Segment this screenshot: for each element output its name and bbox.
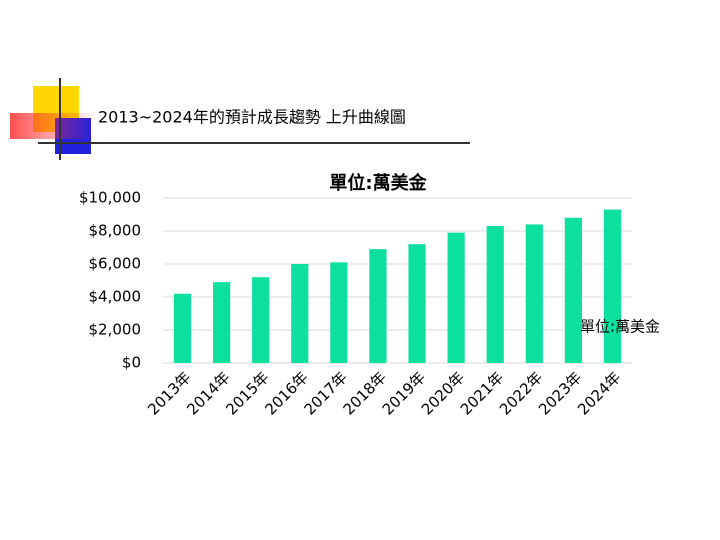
bar [291, 264, 309, 363]
bar [603, 209, 622, 363]
x-tick-label: 2016年 [261, 368, 311, 418]
x-tick-label: 2023年 [535, 368, 585, 418]
x-tick-label: 2015年 [222, 368, 272, 418]
bar [447, 232, 465, 363]
x-tick-label: 2017年 [301, 368, 351, 418]
x-tick-label: 2020年 [418, 368, 468, 418]
x-tick-label: 2013年 [144, 368, 194, 418]
bar [369, 249, 387, 363]
bar [486, 226, 504, 363]
bar [213, 282, 231, 363]
slide-title: 2013~2024年的預計成長趨勢 上升曲線圖 [98, 108, 406, 127]
y-tick-label: $6,000 [89, 255, 142, 273]
y-tick-label: $10,000 [79, 189, 141, 207]
y-tick-label: $8,000 [89, 222, 142, 240]
chart-title: 單位:萬美金 [329, 172, 427, 194]
x-tick-label: 2022年 [496, 368, 546, 418]
x-tick-label: 2014年 [183, 368, 233, 418]
y-tick-label: $4,000 [89, 288, 142, 306]
y-tick-label: $0 [122, 354, 141, 372]
bar [252, 277, 270, 363]
y-tick-label: $2,000 [89, 321, 142, 339]
bar [564, 217, 582, 363]
bar [173, 293, 192, 363]
x-tick-label: 2021年 [457, 368, 507, 418]
bar [330, 262, 348, 363]
bar [408, 244, 426, 363]
legend-label: 單位:萬美金 [580, 318, 660, 336]
x-tick-label: 2018年 [340, 368, 390, 418]
bar [525, 224, 543, 363]
x-tick-label: 2019年 [379, 368, 429, 418]
decoration [10, 78, 470, 160]
x-tick-label: 2024年 [574, 368, 624, 418]
